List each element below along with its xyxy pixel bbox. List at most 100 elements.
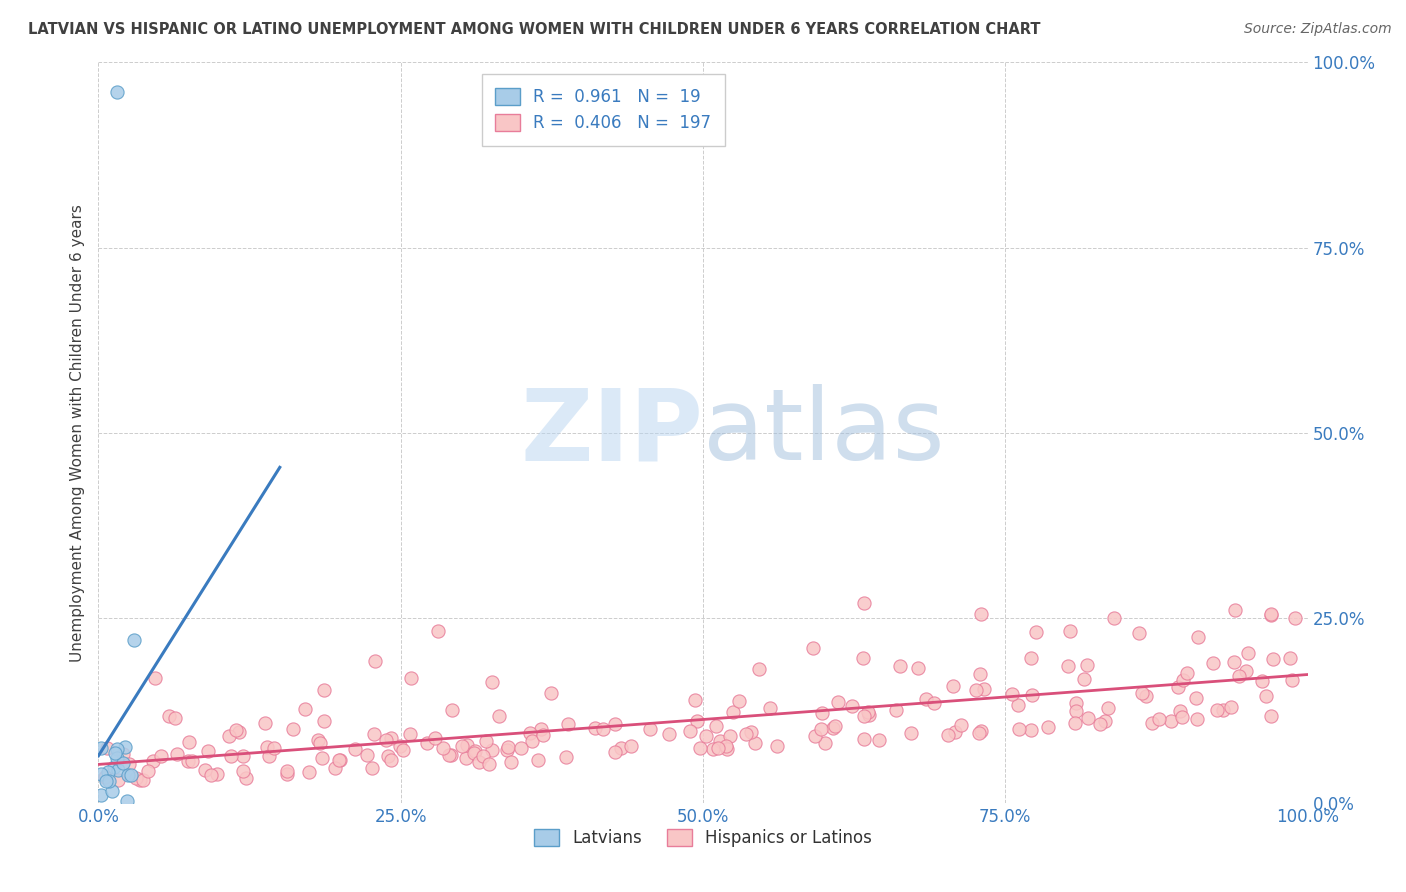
Point: [965, 682, 987, 697]
Point: [432, 740, 454, 755]
Point: [263, 741, 285, 756]
Point: [1254, 689, 1277, 703]
Point: [938, 727, 960, 741]
Point: [811, 706, 834, 721]
Point: [1187, 630, 1209, 644]
Point: [157, 709, 180, 723]
Point: [827, 695, 849, 709]
Point: [685, 693, 707, 707]
Point: [499, 755, 522, 769]
Point: [555, 750, 578, 764]
Point: [1059, 624, 1081, 639]
Point: [488, 709, 510, 723]
Point: [852, 596, 875, 610]
Point: [695, 729, 717, 743]
Point: [104, 746, 127, 760]
Point: [118, 757, 141, 772]
Point: [344, 741, 367, 756]
Point: [200, 768, 222, 782]
Point: [720, 729, 742, 743]
Point: [276, 764, 298, 779]
Point: [721, 705, 744, 719]
Text: atlas: atlas: [703, 384, 945, 481]
Point: [583, 721, 606, 735]
Point: [312, 683, 335, 698]
Point: [1097, 701, 1119, 715]
Point: [1185, 712, 1208, 726]
Point: [609, 741, 631, 756]
Point: [620, 739, 643, 753]
Point: [852, 650, 875, 665]
Point: [1263, 652, 1285, 666]
Point: [740, 725, 762, 739]
Point: [364, 654, 387, 668]
Point: [856, 705, 879, 719]
Point: [686, 714, 709, 728]
Point: [177, 754, 200, 768]
Point: [1260, 709, 1282, 723]
Point: [329, 753, 352, 767]
Point: [309, 736, 332, 750]
Point: [166, 747, 188, 761]
Point: [94, 770, 117, 784]
Point: [758, 700, 780, 714]
Text: ZIP: ZIP: [520, 384, 703, 481]
Point: [205, 767, 228, 781]
Point: [766, 739, 789, 753]
Point: [1205, 703, 1227, 717]
Point: [638, 723, 661, 737]
Point: [1025, 625, 1047, 640]
Point: [377, 749, 399, 764]
Point: [464, 744, 486, 758]
Point: [520, 734, 543, 748]
Legend: Latvians, Hispanics or Latinos: Latvians, Hispanics or Latinos: [527, 822, 879, 854]
Point: [1260, 608, 1282, 623]
Point: [495, 743, 517, 757]
Point: [115, 794, 138, 808]
Point: [1007, 698, 1029, 713]
Point: [1094, 714, 1116, 728]
Point: [374, 733, 396, 747]
Point: [1175, 665, 1198, 680]
Point: [557, 717, 579, 731]
Point: [132, 772, 155, 787]
Point: [312, 714, 335, 728]
Point: [1001, 687, 1024, 701]
Point: [283, 722, 305, 736]
Point: [1130, 686, 1153, 700]
Point: [658, 727, 681, 741]
Point: [392, 743, 415, 757]
Point: [914, 692, 936, 706]
Point: [527, 753, 550, 767]
Point: [440, 703, 463, 717]
Point: [399, 726, 422, 740]
Point: [1021, 688, 1043, 702]
Point: [531, 728, 554, 742]
Point: [889, 659, 911, 673]
Point: [149, 748, 172, 763]
Point: [967, 726, 990, 740]
Point: [970, 607, 993, 621]
Point: [105, 751, 128, 765]
Point: [1237, 646, 1260, 660]
Point: [1064, 704, 1087, 718]
Point: [716, 742, 738, 756]
Point: [380, 731, 402, 746]
Point: [90, 740, 112, 755]
Point: [90, 766, 112, 780]
Point: [180, 754, 202, 768]
Point: [853, 731, 876, 746]
Point: [90, 788, 112, 802]
Point: [824, 719, 846, 733]
Point: [748, 663, 770, 677]
Point: [475, 734, 498, 748]
Point: [1234, 664, 1257, 678]
Point: [801, 640, 824, 655]
Point: [519, 726, 541, 740]
Point: [1008, 723, 1031, 737]
Point: [821, 721, 844, 735]
Point: [1220, 700, 1243, 714]
Point: [311, 751, 333, 765]
Point: [1170, 705, 1192, 719]
Point: [136, 764, 159, 778]
